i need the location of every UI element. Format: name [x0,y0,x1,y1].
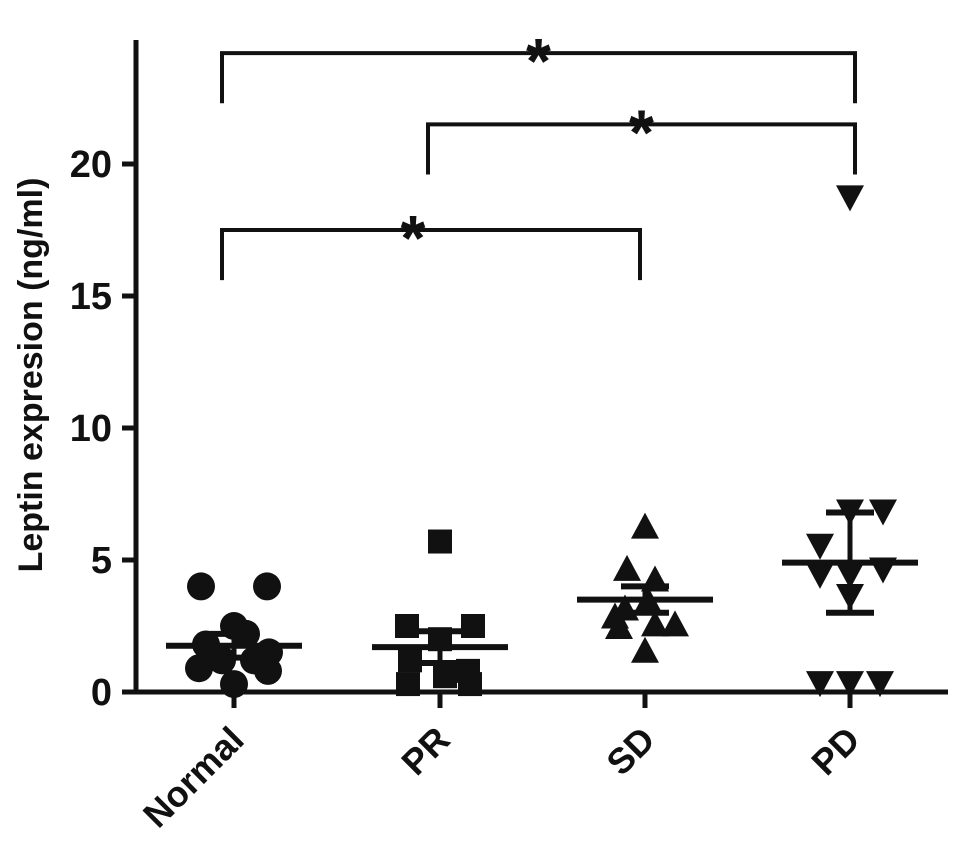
data-point [187,572,215,601]
data-point [631,636,659,663]
data-point [806,671,834,698]
significance-bracket [426,122,857,175]
significance-label: * [629,96,654,168]
data-point [428,529,452,554]
y-tick-label: 5 [91,540,112,582]
data-point [396,672,420,697]
x-tick-label: PD [803,719,867,783]
data-point [836,185,864,212]
significance-bracket [220,228,642,281]
data-point [254,656,282,685]
data-point [185,654,213,683]
x-tick-label: PR [393,719,457,783]
data-point [458,672,482,697]
significance-brackets: * * * [220,25,857,281]
significance-label: * [401,202,426,274]
data-point [836,671,864,698]
data-point [433,664,457,689]
x-tick-label: Normal [135,719,252,836]
data-point [613,554,641,581]
data-point [395,614,419,638]
data-point [806,533,834,560]
data-point [253,572,281,601]
x-axis: Normal PR SD PD [135,689,948,836]
significance-bracket [220,51,857,104]
x-tick-label: SD [598,719,662,783]
y-tick-label: 0 [91,672,112,714]
data-point [631,512,659,539]
data-point [869,499,897,526]
significance-label: * [526,25,551,97]
data-point [605,613,633,639]
data-point [866,671,894,698]
series-pd [806,185,897,698]
y-axis-title: Leptin expresion (ng/ml) [12,178,50,573]
mean-sem-bars [166,509,918,666]
y-axis: 0 5 10 15 20 [70,40,139,714]
y-tick-label: 20 [70,144,112,186]
y-tick-label: 15 [70,276,112,318]
data-point [806,562,834,589]
data-point [461,614,485,638]
data-point [661,610,689,637]
data-point [220,670,248,699]
data-points [185,185,897,699]
y-tick-label: 10 [70,408,112,450]
data-point [641,610,669,637]
series-pr [395,529,485,697]
